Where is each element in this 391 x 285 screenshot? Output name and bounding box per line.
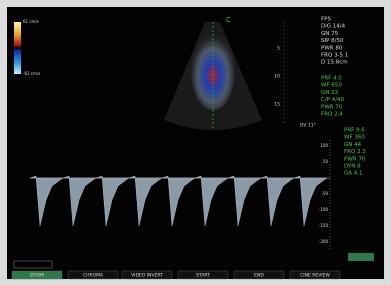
param: GN 75 xyxy=(321,31,339,37)
param: DiG 14/4 xyxy=(321,24,346,30)
corner-button[interactable] xyxy=(348,253,374,261)
doppler-param: WF 360 xyxy=(344,135,365,141)
color-param: GN 23 xyxy=(321,90,339,96)
color-param: PRF 4.0 xyxy=(321,76,342,82)
param: FPS xyxy=(321,17,331,23)
color-bar-label: 61 cm/s xyxy=(23,19,39,24)
button-label[interactable]: ZOOM xyxy=(30,273,44,279)
button-label[interactable]: CINE REVIEW xyxy=(300,273,330,279)
color-param: PWR 70 xyxy=(321,104,343,110)
button-label[interactable]: END xyxy=(254,273,264,279)
velocity-label: 100 xyxy=(320,143,328,148)
color-param: C/P 4/40 xyxy=(321,97,345,103)
param: PWR 80 xyxy=(321,45,343,51)
color-bar-label: -61 cm/s xyxy=(23,71,40,76)
doppler-param: GN 44 xyxy=(344,142,362,148)
ultrasound-screen: 61 cm/s -61 cm/s C 5 10 15 FPSDiG 14/4GN 75SIP… xyxy=(0,0,391,285)
doppler-param: GA 4.1 xyxy=(344,171,363,177)
color-param: FRQ 2.4 xyxy=(321,112,343,118)
velocity-label: -50 xyxy=(321,191,328,196)
param: D 15.8cm xyxy=(321,60,348,66)
depth-label: 5 xyxy=(277,46,280,52)
color-param: WF 650 xyxy=(321,83,342,89)
doppler-param: PRF 9.6 xyxy=(344,128,365,134)
depth-label: 10 xyxy=(274,74,280,80)
velocity-label: -100 xyxy=(319,207,329,212)
velocity-label: -200 xyxy=(319,239,329,244)
param: FRQ 3-5.1 xyxy=(321,53,348,59)
doppler-param: FRQ 2.2 xyxy=(344,149,366,155)
param: SIP 8/50 xyxy=(321,38,344,44)
velocity-label: -150 xyxy=(319,223,329,228)
doppler-header: DV 11° xyxy=(300,123,316,129)
button-label[interactable]: START xyxy=(196,273,210,279)
doppler-param: PWR 70 xyxy=(344,156,366,162)
doppler-param: DYN 8 xyxy=(344,164,361,170)
color-bar xyxy=(14,22,21,74)
button-label[interactable]: VIDEO INVERT xyxy=(131,273,163,279)
sector-marker: C xyxy=(226,16,231,24)
button-label[interactable]: CHROMA xyxy=(83,273,104,279)
depth-label: 15 xyxy=(274,102,280,108)
velocity-label: 50 xyxy=(323,159,329,164)
